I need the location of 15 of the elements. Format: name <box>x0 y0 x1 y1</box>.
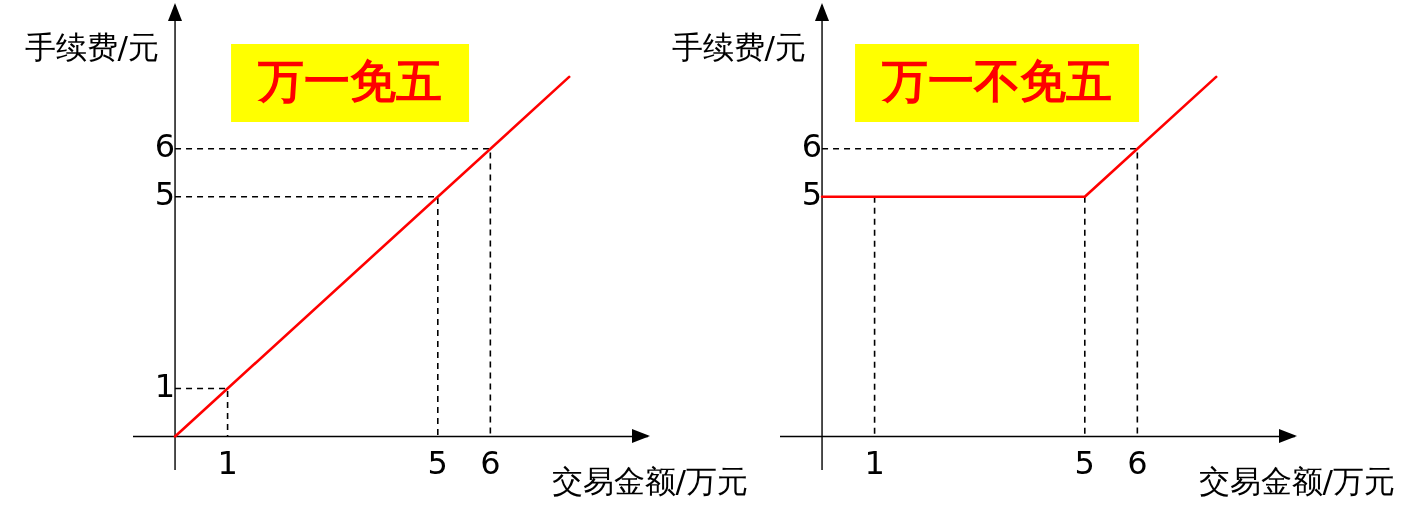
x-tick-label: 1 <box>217 443 238 482</box>
x-tick-label: 5 <box>1074 443 1095 482</box>
text: 万一不免五 <box>881 53 1113 108</box>
x-tick-label: 6 <box>480 443 501 482</box>
y-tick-label: 6 <box>154 127 176 166</box>
x-tick-label: 6 <box>1127 443 1148 482</box>
x-axis-title: 交易金额/万元 <box>1198 463 1395 500</box>
y-axis-title: 手续费/元 <box>671 29 807 66</box>
x-tick-label: 5 <box>427 443 448 482</box>
y-tick-label: 1 <box>154 366 176 405</box>
y-axis-title: 手续费/元 <box>24 29 160 66</box>
text: 万一免五 <box>257 53 443 108</box>
x-axis-title: 交易金额/万元 <box>551 463 748 500</box>
x-tick-label: 1 <box>864 443 885 482</box>
y-tick-label: 5 <box>154 175 176 214</box>
